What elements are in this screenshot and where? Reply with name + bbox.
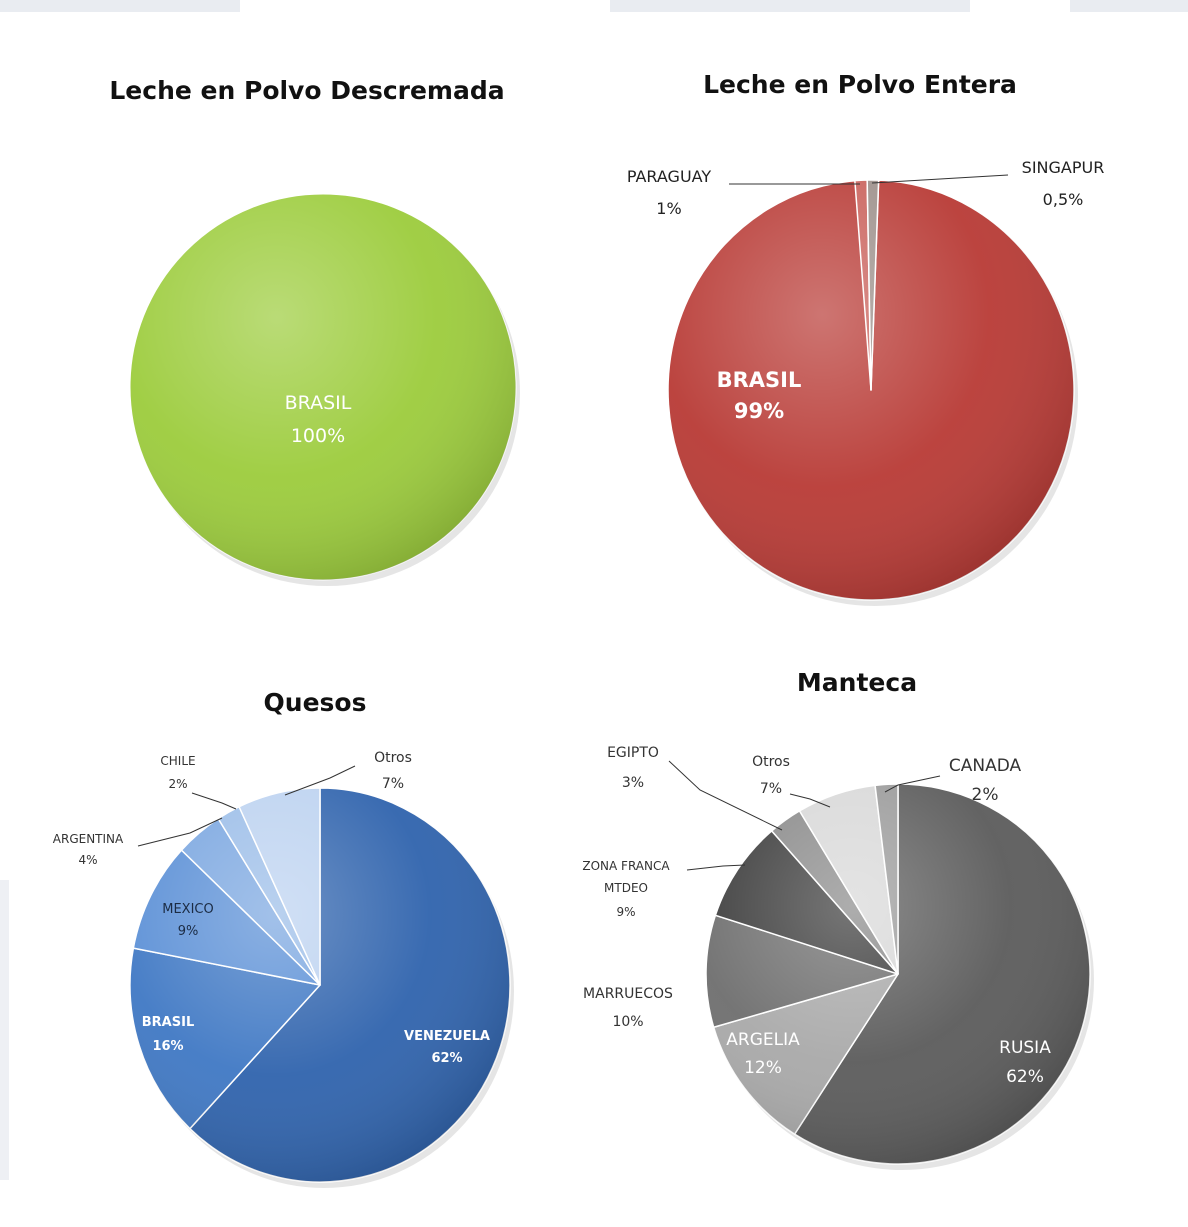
- slice-label-zona-franca-mtdeo-line2: MTDEO: [604, 881, 648, 895]
- slice-label-argelia: ARGELIA: [726, 1030, 800, 1050]
- leader-line-chile: [191, 792, 237, 810]
- leader-line-canada: [884, 775, 941, 793]
- slice-label-mexico: MEXICO: [162, 902, 213, 917]
- slice-pct-brasil: 100%: [291, 425, 345, 447]
- chart-title-quesos: Quesos: [263, 688, 367, 717]
- pie-leche-descremada: BRASIL 100%: [129, 193, 520, 586]
- left-edge-band: [0, 880, 9, 1180]
- leader-line-otros: [789, 793, 831, 808]
- slice-pct-brasil: 16%: [152, 1039, 183, 1054]
- leader-line-argentina: [137, 817, 223, 847]
- slice-pct-otros: 7%: [760, 781, 782, 797]
- slice-label-brasil: BRASIL: [142, 1015, 194, 1030]
- slice-pct-singapur: 0,5%: [1043, 190, 1084, 209]
- slice-label-canada: CANADA: [949, 756, 1022, 776]
- slice-pct-argelia: 12%: [744, 1058, 782, 1078]
- slice-pct-paraguay: 1%: [656, 199, 681, 218]
- slice-label-singapur: SINGAPUR: [1022, 158, 1105, 177]
- slice-label-brasil: BRASIL: [285, 392, 352, 414]
- leader-line-egipto: [668, 760, 783, 831]
- slice-pct-venezuela: 62%: [431, 1051, 462, 1066]
- top-banner-segment: [0, 0, 240, 12]
- slice-pct-brasil: 99%: [734, 399, 784, 423]
- slice-label-argentina: ARGENTINA: [53, 832, 124, 846]
- slice-label-brasil: BRASIL: [717, 368, 802, 392]
- slice-label-chile: CHILE: [160, 754, 195, 768]
- pie-leche-entera: BRASIL 99% PARAGUAY 1% SINGAPUR 0,5%: [627, 158, 1104, 606]
- slice-pct-rusia: 62%: [1006, 1067, 1044, 1087]
- chart-title-leche-descremada: Leche en Polvo Descremada: [109, 76, 505, 105]
- slice-label-rusia: RUSIA: [999, 1038, 1051, 1058]
- pie-manteca: RUSIA 62% ARGELIA 12% MARRUECOS 10% ZONA FRANC…: [582, 745, 1094, 1170]
- slice-pct-zona-franca-mtdeo: 9%: [616, 905, 635, 919]
- slice-label-paraguay: PARAGUAY: [627, 167, 712, 186]
- chart-title-manteca: Manteca: [796, 668, 918, 697]
- slice-pct-egipto: 3%: [622, 775, 644, 791]
- pie-quesos: VENEZUELA 62% BRASIL 16% MEXICO 9% ARGENTINA 4%…: [53, 750, 514, 1188]
- slice-label-zona-franca-mtdeo-line1: ZONA FRANCA: [582, 859, 670, 873]
- slice-pct-otros: 7%: [382, 776, 404, 792]
- pie-slice-brasil: [129, 193, 517, 581]
- top-banner: [0, 0, 1188, 12]
- leader-line-singapur: [871, 174, 1009, 184]
- slice-pct-mexico: 9%: [178, 924, 199, 939]
- slice-label-egipto: EGIPTO: [607, 745, 659, 761]
- top-banner-segment: [1070, 0, 1188, 12]
- slice-label-otros: Otros: [752, 754, 790, 770]
- slice-label-marruecos: MARRUECOS: [583, 986, 673, 1002]
- leader-line-zona-franca-mtdeo: [686, 864, 746, 871]
- slice-pct-canada: 2%: [972, 785, 999, 805]
- slice-pct-marruecos: 10%: [612, 1014, 643, 1030]
- slice-pct-chile: 2%: [168, 777, 187, 791]
- chart-title-leche-entera: Leche en Polvo Entera: [703, 70, 1017, 99]
- slice-label-venezuela: VENEZUELA: [404, 1029, 490, 1044]
- slice-label-otros: Otros: [374, 750, 412, 766]
- leader-line-otros: [284, 765, 356, 796]
- slice-pct-argentina: 4%: [78, 853, 97, 867]
- top-banner-segment: [610, 0, 970, 12]
